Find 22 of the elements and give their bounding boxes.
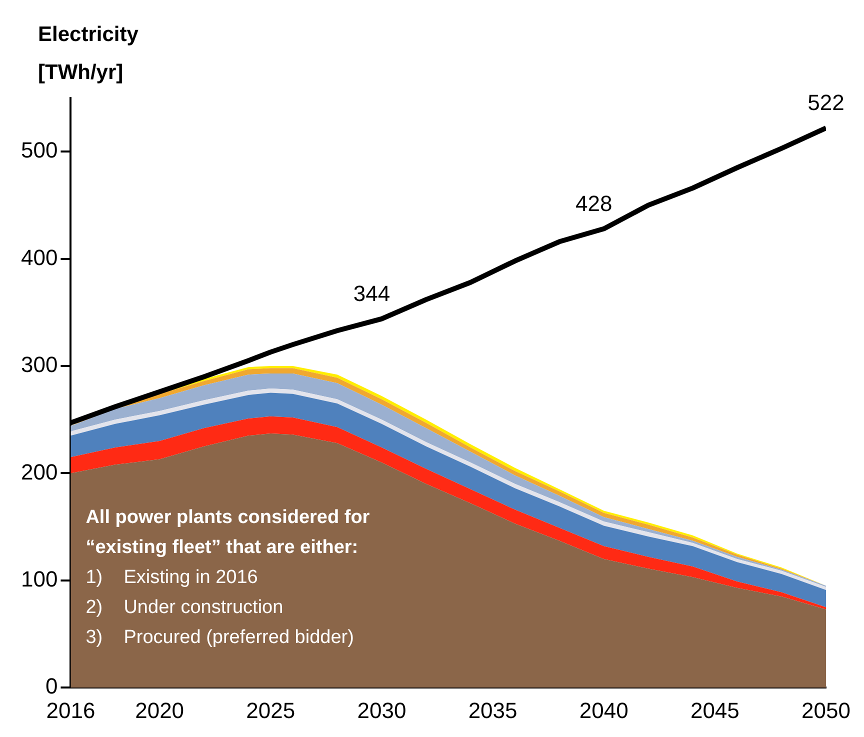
annotation: 1) Existing in 2016 <box>86 567 258 588</box>
x-tick-label: 2035 <box>468 698 518 723</box>
annotation: 2) Under construction <box>86 597 284 618</box>
y-tick-label: 0 <box>45 674 58 699</box>
annotation: 3) Procured (preferred bidder) <box>86 627 354 648</box>
y-tick-label: 300 <box>20 352 58 378</box>
annotation: 344 <box>353 280 390 306</box>
x-tick-label: 2030 <box>357 698 406 723</box>
y-tick-label: 100 <box>20 566 58 592</box>
x-tick-label: 2040 <box>579 698 628 723</box>
annotation: All power plants considered for “existing fleet” that are either: <box>86 507 370 558</box>
y-tick-label: 200 <box>20 459 58 484</box>
x-tick-label: 2050 <box>802 698 850 723</box>
x-tick-label: 2025 <box>246 698 296 723</box>
y-axis-title: Electricity [TWh/yr] <box>38 23 139 84</box>
x-tick-label: 2045 <box>690 698 740 723</box>
x-tick-label: 2016 <box>46 698 96 723</box>
y-tick-label: 500 <box>20 138 58 163</box>
y-tick-label: 400 <box>20 244 58 270</box>
annotation: 522 <box>808 90 844 116</box>
x-tick-label: 2020 <box>135 698 184 723</box>
annotation: 428 <box>575 190 612 216</box>
